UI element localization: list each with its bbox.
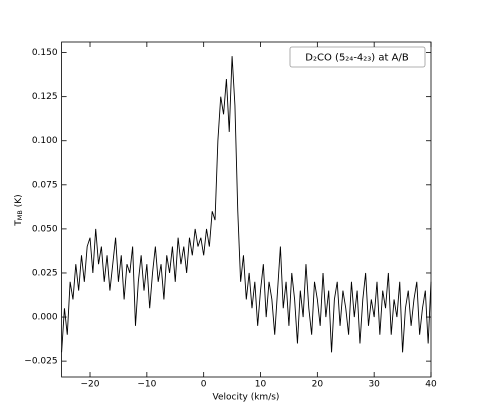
annotation-box — [289, 46, 426, 68]
y-tick-label: 0.100 — [32, 136, 58, 146]
y-tick-label: 0.150 — [32, 48, 58, 58]
y-label-unit: (K) — [14, 194, 24, 210]
y-tick-label: 0.125 — [32, 92, 58, 102]
y-label-subscript: MB — [16, 210, 24, 220]
x-tick-label: 0 — [201, 380, 207, 390]
x-tick-label: −10 — [137, 380, 156, 390]
x-tick-label: −20 — [81, 380, 100, 390]
spectrum-line — [61, 56, 432, 353]
x-tick-label: 20 — [312, 380, 324, 390]
y-tick-label: 0.000 — [32, 313, 58, 323]
y-axis-label: TMB (K) — [14, 194, 25, 226]
y-tick-label: 0.050 — [32, 224, 58, 234]
y-tick-label: −0.025 — [24, 357, 57, 367]
x-tick-label: 30 — [368, 380, 380, 390]
y-tick-label: 0.075 — [32, 180, 58, 190]
y-label-symbol: T — [14, 220, 24, 227]
x-axis-label: Velocity (km/s) — [213, 393, 280, 403]
y-tick-label: 0.025 — [32, 268, 58, 278]
x-tick-label: 10 — [255, 380, 267, 390]
plot-frame — [61, 41, 432, 378]
annotation: D₂CO (5₂₄-4₂₃) at A/B — [305, 53, 409, 64]
x-tick-label: 40 — [425, 380, 437, 390]
